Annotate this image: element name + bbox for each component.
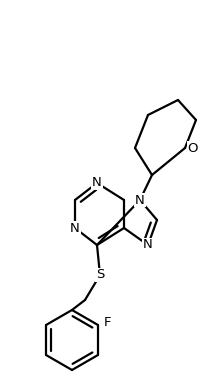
- Text: F: F: [104, 317, 112, 329]
- Text: N: N: [70, 221, 80, 235]
- Text: N: N: [135, 194, 145, 206]
- Text: O: O: [188, 141, 198, 155]
- Text: S: S: [96, 268, 104, 282]
- Text: N: N: [92, 176, 102, 190]
- Text: N: N: [143, 238, 153, 252]
